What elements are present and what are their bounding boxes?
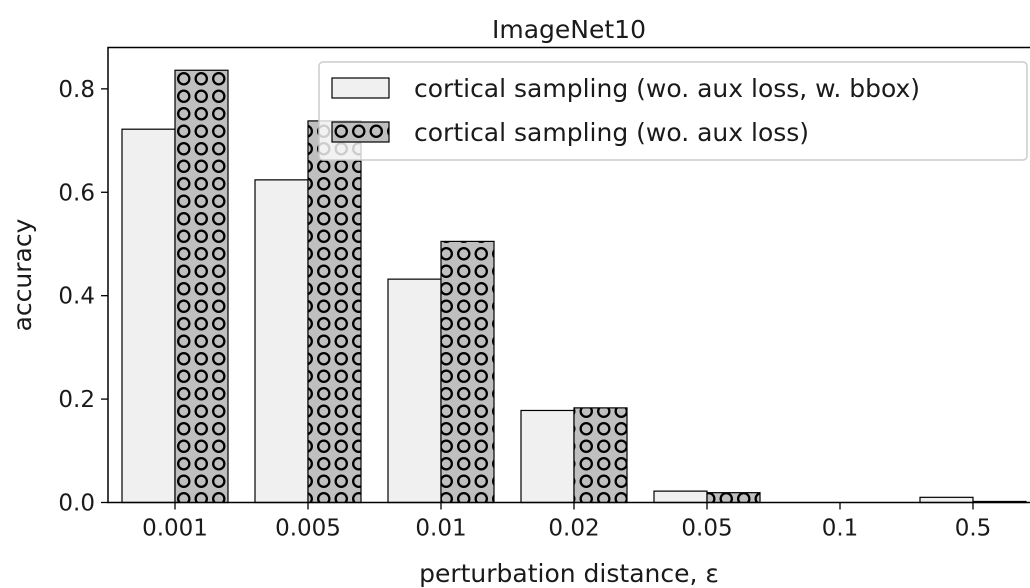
x-tick-label: 0.005 (275, 516, 341, 542)
chart-title: ImageNet10 (492, 15, 646, 44)
x-tick-label: 0.01 (415, 516, 466, 542)
legend-frame (318, 61, 1028, 161)
y-tick-label: 0.0 (58, 491, 95, 517)
bar-series-1-0.5 (919, 496, 974, 504)
bar-series-2-0.05 (706, 492, 761, 504)
bars-layer (121, 69, 1027, 504)
bar-series-2-0.01 (440, 240, 495, 504)
x-tick-label: 0.05 (681, 516, 732, 542)
legend-label-no-bbox: cortical sampling (wo. aux loss) (414, 118, 809, 147)
x-tick-label: 0.5 (955, 516, 992, 542)
axes (107, 46, 1030, 504)
x-tick-label: 0.001 (142, 516, 208, 542)
y-tick-label: 0.4 (58, 284, 95, 310)
y-ticks: 0.0 0.2 0.4 0.6 0.8 (58, 77, 108, 517)
bar-series-2-0.005 (307, 120, 362, 504)
x-axis-label: perturbation distance, ε (419, 559, 719, 588)
legend-label-bbox: cortical sampling (wo. aux loss, w. bbox… (414, 74, 920, 103)
y-tick-label: 0.6 (58, 180, 95, 206)
y-tick-label: 0.8 (58, 77, 95, 103)
legend-swatch-bbox (331, 77, 390, 99)
x-ticks: 0.001 0.005 0.01 0.02 0.05 0.1 0.5 (142, 502, 992, 542)
x-tick-label: 0.02 (548, 516, 599, 542)
legend: cortical sampling (wo. aux loss, w. bbox… (318, 61, 1028, 161)
bar-series-1-0.005 (254, 179, 309, 504)
bar-series-1-0.02 (520, 409, 575, 504)
y-axis-label: accuracy (8, 218, 37, 331)
bar-series-2-0.001 (174, 69, 229, 504)
bar-series-1-0.05 (653, 490, 708, 504)
bar-series-1-0.01 (387, 278, 442, 504)
bar-series-2-0.02 (573, 407, 628, 504)
y-tick-label: 0.2 (58, 387, 95, 413)
plot-frame (107, 46, 1030, 504)
x-tick-label: 0.1 (822, 516, 859, 542)
bar-series-1-0.001 (121, 128, 176, 504)
legend-swatch-no-bbox (331, 121, 390, 143)
